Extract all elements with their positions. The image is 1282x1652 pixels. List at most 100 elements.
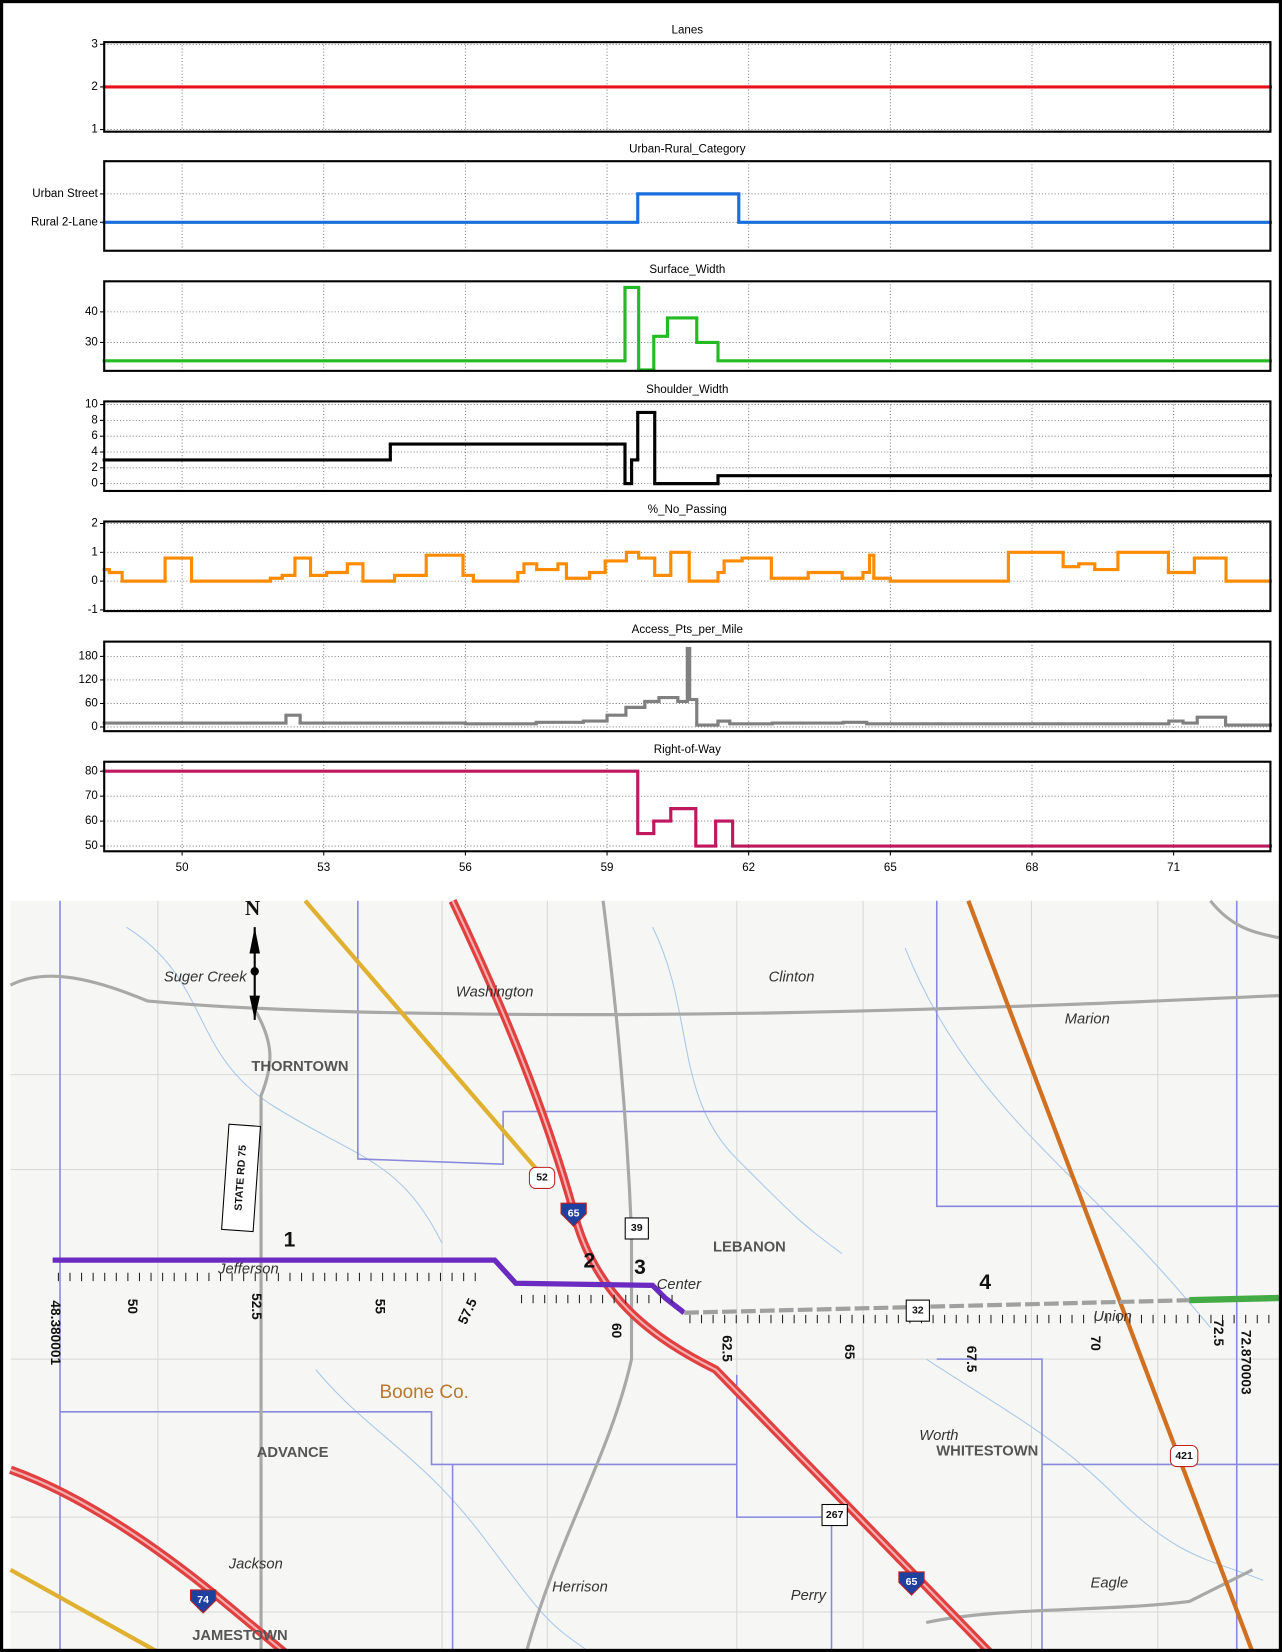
y-tick-label: Rural 2-Lane <box>31 216 98 228</box>
x-tick-label: 71 <box>1167 862 1180 874</box>
map-label: 65 <box>906 1576 918 1588</box>
y-tick-label: 3 <box>91 38 97 50</box>
township-lines <box>59 900 1279 1652</box>
plot-frame <box>103 41 1272 133</box>
milepost-label: 72.870003 <box>1239 1330 1254 1395</box>
plot-frame <box>103 400 1272 493</box>
route-segment-label: 4 <box>979 1271 991 1294</box>
y-tick-label: 4 <box>91 446 98 458</box>
map-label: Worth <box>919 1428 958 1444</box>
y-tick-label: 1 <box>91 124 97 136</box>
map-label: Herrison <box>552 1580 608 1596</box>
x-tick-label: 56 <box>459 862 472 874</box>
map-label: Washington <box>456 984 534 1000</box>
route <box>52 1257 1279 1324</box>
map-background <box>10 900 1279 1652</box>
y-tick-label: 10 <box>85 399 98 411</box>
map-label: 32 <box>912 1304 924 1316</box>
y-tick-label: 0 <box>91 478 97 490</box>
y-tick-label: 8 <box>91 414 97 426</box>
map-label: 74 <box>197 1594 209 1606</box>
panel-title: Right-of-Way <box>654 744 721 756</box>
x-tick-label: 68 <box>1026 862 1039 874</box>
x-tick-label: 53 <box>317 862 330 874</box>
milepost-label: 67.5 <box>964 1346 979 1373</box>
map-label: Perry <box>791 1588 828 1604</box>
map-label: 39 <box>631 1222 643 1234</box>
milepost-label: 72.5 <box>1211 1319 1226 1346</box>
milepost-label: 70 <box>1088 1336 1103 1352</box>
plot-frame <box>103 520 1272 613</box>
milepost-label: 55 <box>372 1299 387 1315</box>
panel-title: Lanes <box>672 25 704 37</box>
map-label: 52 <box>536 1172 548 1184</box>
map-label: Center <box>657 1277 702 1293</box>
y-tick-label: 1 <box>91 546 97 558</box>
map-label: Clinton <box>769 970 815 986</box>
map-label: 65 <box>568 1207 580 1219</box>
chart-panels: Lanes 1 2 3 Urban-Rural_Category Urban Street… <box>31 25 1273 874</box>
y-tick-label: 30 <box>85 336 98 348</box>
map-label: LEBANON <box>713 1239 786 1255</box>
milepost-label: 62.5 <box>720 1335 735 1362</box>
map-label: Marion <box>1065 1012 1110 1028</box>
panel-title: Urban-Rural_Category <box>629 144 746 156</box>
y-tick-label: 70 <box>85 790 98 802</box>
x-tick-label: 65 <box>884 862 897 874</box>
map-label: ADVANCE <box>257 1445 329 1461</box>
x-tick-label: 50 <box>176 862 189 874</box>
map-label: Suger Creek <box>164 970 247 986</box>
map-label: N <box>245 896 260 920</box>
milepost-label: 48.380001 <box>48 1300 63 1365</box>
y-tick-label: 50 <box>85 840 98 852</box>
y-tick-label: 2 <box>91 518 97 530</box>
route-segment-label: 1 <box>284 1229 296 1252</box>
map-label: 267 <box>826 1509 844 1521</box>
x-tick-label: 59 <box>601 862 614 874</box>
y-tick-label: 60 <box>85 698 98 710</box>
y-tick-label: 180 <box>79 650 98 662</box>
map: N Suger Creek Washington Clinton Marion … <box>9 896 1280 1652</box>
north-arrow <box>249 927 260 1020</box>
panel-title: Shoulder_Width <box>646 384 728 396</box>
y-tick-label: 0 <box>91 721 97 733</box>
plot-frame <box>103 760 1272 853</box>
map-label: STATE RD 75 <box>233 1145 250 1211</box>
map-label: THORNTOWN <box>251 1059 348 1075</box>
y-tick-label: 80 <box>85 765 98 777</box>
plot-frame <box>103 160 1272 252</box>
map-label: JAMESTOWN <box>192 1628 287 1644</box>
plot-frame <box>103 640 1272 733</box>
y-tick-label: 2 <box>91 81 97 93</box>
streams <box>126 926 1264 1652</box>
y-tick-label: -1 <box>88 604 98 616</box>
y-tick-label: 60 <box>85 815 98 827</box>
panel-title: %_No_Passing <box>648 504 727 516</box>
x-tick-label: 62 <box>742 862 755 874</box>
y-tick-label: 120 <box>79 674 98 686</box>
y-tick-label: 6 <box>91 430 97 442</box>
map-label: Jefferson <box>217 1261 279 1277</box>
y-tick-label: Urban Street <box>32 188 98 200</box>
y-tick-label: 2 <box>91 462 97 474</box>
route-segment-label: 3 <box>634 1256 646 1279</box>
route-segment-label: 2 <box>584 1250 596 1273</box>
map-label: WHITESTOWN <box>936 1444 1038 1460</box>
map-label: Boone Co. <box>379 1382 468 1403</box>
panel-title: Access_Pts_per_Mile <box>632 624 743 636</box>
panel-title: Surface_Width <box>649 264 725 276</box>
plot-frame <box>103 280 1272 372</box>
y-tick-label: 40 <box>85 306 98 318</box>
milepost-label: 52.5 <box>249 1293 264 1320</box>
shields <box>189 1123 1199 1614</box>
map-label: 421 <box>1175 1450 1193 1462</box>
map-label: Eagle <box>1091 1575 1129 1591</box>
y-tick-label: 0 <box>91 575 97 587</box>
map-label: Jackson <box>228 1556 283 1572</box>
milepost-label: 50 <box>125 1299 140 1315</box>
milepost-label: 65 <box>842 1344 857 1360</box>
milepost-label: 60 <box>609 1323 624 1339</box>
county-roads <box>10 900 1279 1652</box>
